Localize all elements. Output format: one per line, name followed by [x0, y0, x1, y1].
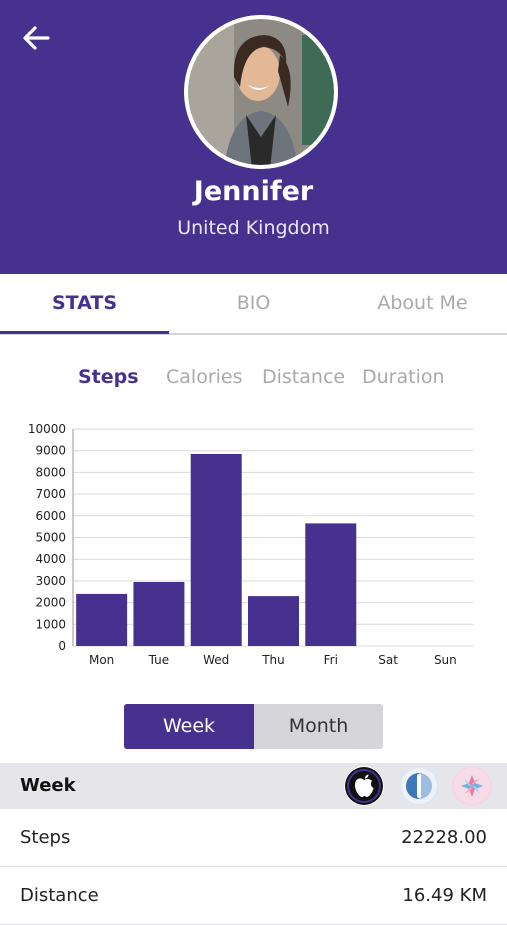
bar-mon [76, 593, 128, 646]
profile-header: Jennifer United Kingdom [0, 0, 507, 274]
y-tick-label: 3000 [35, 574, 66, 588]
metric-calories[interactable]: Calories [166, 366, 243, 388]
back-button[interactable] [18, 22, 58, 56]
bar-wed [190, 453, 242, 646]
x-tick-label: Wed [203, 653, 229, 667]
profile-name: Jennifer [193, 176, 314, 207]
week-button[interactable]: Week [124, 704, 254, 749]
x-tick-label: Mon [89, 653, 114, 667]
bar-fri [305, 523, 357, 646]
row-label: Distance [20, 885, 99, 906]
active-tab-indicator [0, 331, 169, 334]
row-value: 22228.00 [401, 827, 487, 848]
row-label: Steps [20, 827, 71, 848]
avatar [184, 15, 338, 169]
y-tick-label: 10000 [28, 422, 66, 436]
metric-steps[interactable]: Steps [78, 366, 139, 388]
metric-distance[interactable]: Distance [262, 366, 346, 388]
summary-row-steps: Steps 22228.00 [0, 809, 507, 867]
metric-duration[interactable]: Duration [362, 366, 445, 388]
y-tick-label: 0 [58, 639, 66, 653]
row-value: 16.49 KM [402, 885, 487, 906]
y-tick-label: 7000 [35, 487, 66, 501]
period-toggle: Week Month [124, 704, 383, 749]
month-button[interactable]: Month [288, 715, 349, 737]
apple-health-icon[interactable] [344, 766, 384, 806]
profile-tabs: STATS BIO About Me [0, 274, 507, 335]
bar-tue [133, 581, 185, 646]
google-fit-icon[interactable] [452, 766, 492, 806]
arrow-left-icon [23, 26, 50, 50]
x-tick-label: Fri [324, 653, 338, 667]
tab-stats[interactable]: STATS [51, 292, 118, 314]
summary-row-distance: Distance 16.49 KM [0, 867, 507, 925]
y-tick-label: 8000 [35, 465, 66, 479]
y-tick-label: 2000 [35, 596, 66, 610]
steps-bar-chart: 0 1000 2000 3000 4000 5000 6000 7000 8000 9000 100… [28, 422, 474, 667]
tab-about-me[interactable]: About Me [377, 292, 468, 314]
summary-title: Week [20, 775, 76, 796]
y-tick-label: 6000 [35, 509, 66, 523]
x-tick-label: Sun [434, 653, 457, 667]
y-tick-label: 1000 [35, 617, 66, 631]
profile-country: United Kingdom [177, 217, 330, 239]
x-tick-label: Sat [378, 653, 398, 667]
fitbit-icon[interactable] [399, 766, 439, 806]
y-tick-label: 9000 [35, 444, 66, 458]
bar-thu [248, 596, 299, 646]
tab-bio[interactable]: BIO [236, 292, 271, 314]
x-tick-label: Tue [148, 653, 170, 667]
y-tick-label: 5000 [35, 531, 66, 545]
x-tick-label: Thu [261, 653, 285, 667]
metric-selector: Steps Calories Distance Duration [0, 362, 507, 392]
y-tick-label: 4000 [35, 552, 66, 566]
summary-header: Week [0, 763, 507, 809]
